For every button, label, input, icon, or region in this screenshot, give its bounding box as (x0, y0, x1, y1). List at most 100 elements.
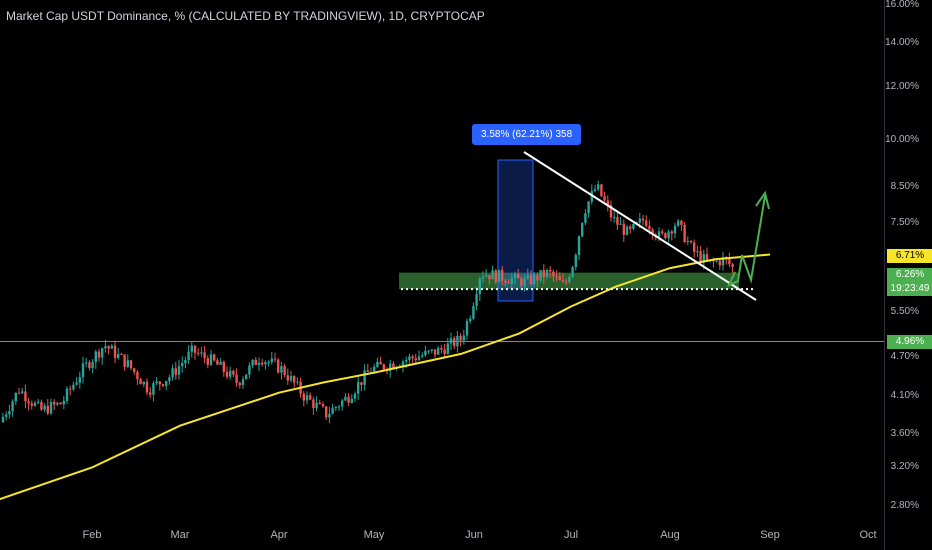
chart-title: Market Cap USDT Dominance, % (CALCULATED… (6, 9, 485, 23)
candle-body (46, 405, 49, 414)
candle-body (670, 231, 673, 234)
candle-body (408, 356, 411, 361)
candle-body (101, 348, 104, 358)
y-tick-label: 12.00% (885, 81, 919, 93)
candle-body (597, 184, 600, 190)
candle-body (27, 401, 30, 404)
candle-body (318, 402, 321, 405)
candle-body (245, 374, 248, 380)
candle-body (209, 354, 213, 365)
candle-body (667, 231, 670, 239)
candle-body (78, 377, 81, 383)
candle-body (97, 351, 101, 358)
candle-body (545, 269, 549, 277)
candle-body (161, 384, 165, 386)
candle-body (53, 402, 56, 405)
candle-body (139, 379, 142, 385)
candle-body (446, 343, 449, 354)
candle-body (120, 354, 123, 356)
candle-body (293, 376, 296, 383)
candle-body (673, 225, 677, 234)
candle-body (177, 366, 181, 375)
candle-body (213, 354, 216, 361)
y-tick-label: 14.00% (885, 37, 919, 48)
candle-body (606, 200, 609, 206)
candle-body (427, 350, 430, 352)
candle-body (187, 351, 190, 361)
candle-body (238, 382, 241, 386)
candle-body (200, 352, 203, 354)
candle-body (728, 258, 731, 265)
candle-body (360, 382, 363, 385)
candle-body (549, 269, 552, 272)
candle-body (289, 376, 293, 381)
candle-body (619, 223, 622, 225)
candle-body (571, 266, 574, 278)
candle-body (267, 361, 270, 363)
candle-body (17, 392, 21, 394)
candle-body (513, 273, 517, 279)
candle-body (181, 363, 184, 367)
candle-body (405, 360, 408, 362)
candle-body (62, 400, 65, 405)
y-tick-label: 4.70% (890, 350, 919, 362)
candle-body (603, 196, 606, 201)
candle-body (715, 260, 718, 262)
candle-body (581, 222, 584, 237)
x-tick-label: Oct (859, 529, 877, 541)
candle-body (142, 381, 145, 385)
candle-body (721, 257, 725, 266)
y-tick-label: 10.00% (885, 133, 919, 145)
projection-arrowhead (755, 190, 770, 210)
candle-body (731, 264, 734, 267)
candle-body (539, 270, 542, 281)
candle-body (184, 360, 187, 364)
candle-body (469, 318, 472, 321)
candle-body (357, 382, 360, 394)
trendline (523, 151, 757, 301)
candle-body (414, 358, 417, 361)
candle-body (334, 407, 337, 409)
candle-body (392, 363, 395, 369)
candle-body (536, 274, 539, 281)
candle-body (133, 368, 136, 373)
candle-body (305, 395, 309, 401)
x-tick-label: Aug (660, 529, 680, 541)
candle-body (401, 361, 405, 367)
candle-body (411, 356, 414, 359)
candle-body (225, 371, 229, 377)
candle-body (337, 406, 341, 408)
candle-body (350, 398, 353, 403)
candle-body (661, 231, 664, 234)
candle-body (504, 280, 507, 283)
moving-average-line (0, 253, 771, 501)
candle-body (21, 391, 24, 394)
candle-body (382, 364, 385, 370)
candle-body (190, 345, 193, 352)
candle-body (257, 362, 261, 365)
candle-body (216, 360, 219, 365)
candle-body (168, 377, 171, 382)
x-tick-label: Jun (465, 529, 483, 541)
candle-body (261, 362, 264, 365)
candle-body (75, 382, 78, 385)
candle-body (542, 270, 545, 277)
measure-label[interactable]: 3.58% (62.21%) 358 (472, 124, 582, 145)
candle-body (248, 365, 251, 375)
projection-path (726, 195, 766, 287)
candle-body (638, 218, 641, 223)
candle-body (235, 374, 238, 383)
candle-body (264, 362, 267, 365)
y-tick-label: 4.10% (890, 390, 919, 402)
candle-body (718, 260, 721, 266)
candle-body (625, 226, 629, 235)
candle-body (421, 355, 424, 357)
candle-body (270, 358, 273, 362)
candle-body (30, 403, 33, 406)
price-scale[interactable]: 16.00% 14.00% 12.00% 10.00% 8.50% 7.50% 5.50% 4… (884, 0, 932, 550)
candle-body (523, 278, 526, 286)
candle-body (373, 366, 376, 372)
candle-body (641, 218, 645, 221)
candle-body (693, 242, 696, 252)
